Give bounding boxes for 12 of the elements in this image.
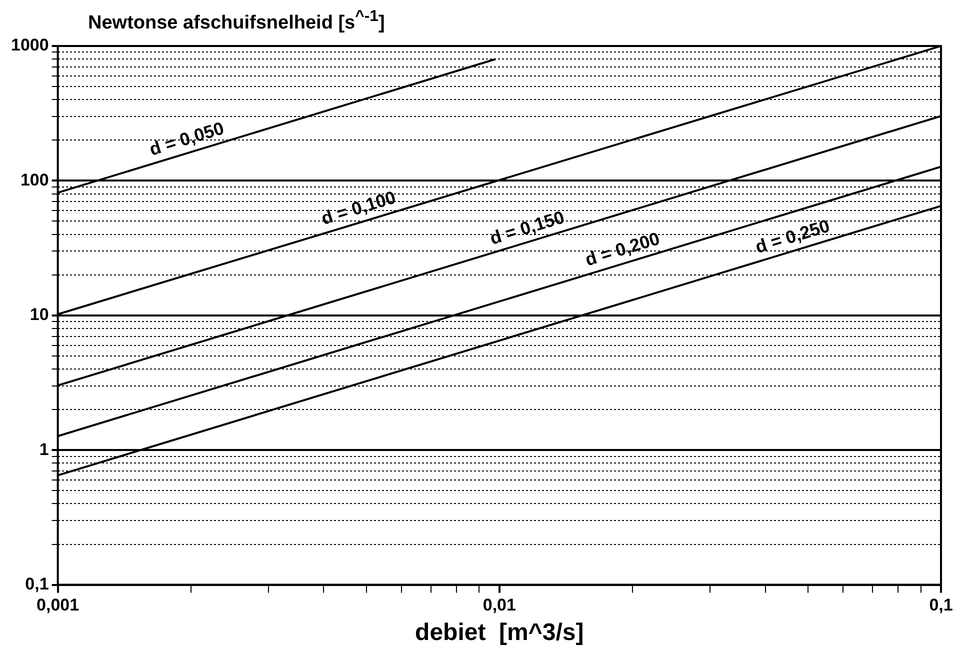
annotation: d = 0,050 [147, 118, 226, 160]
x-tick-label: 0,001 [36, 596, 80, 615]
y-axis-title: Newtonse afschuifsnelheid [s$^{^-1}$] [88, 8, 385, 34]
y-tick-label: 1000 [10, 36, 49, 55]
y-tick-label: 1 [39, 440, 49, 459]
y-tick-label: 10 [30, 305, 49, 324]
x-tick-label: 0,01 [482, 596, 516, 615]
y-tick-label: 0,1 [25, 574, 49, 594]
y-tick-label: 100 [20, 170, 49, 190]
x-tick-label: 0,1 [929, 596, 953, 615]
x-axis-title: debiet [m^3/s] [415, 619, 584, 646]
annotation: d = 0,250 [752, 216, 832, 258]
